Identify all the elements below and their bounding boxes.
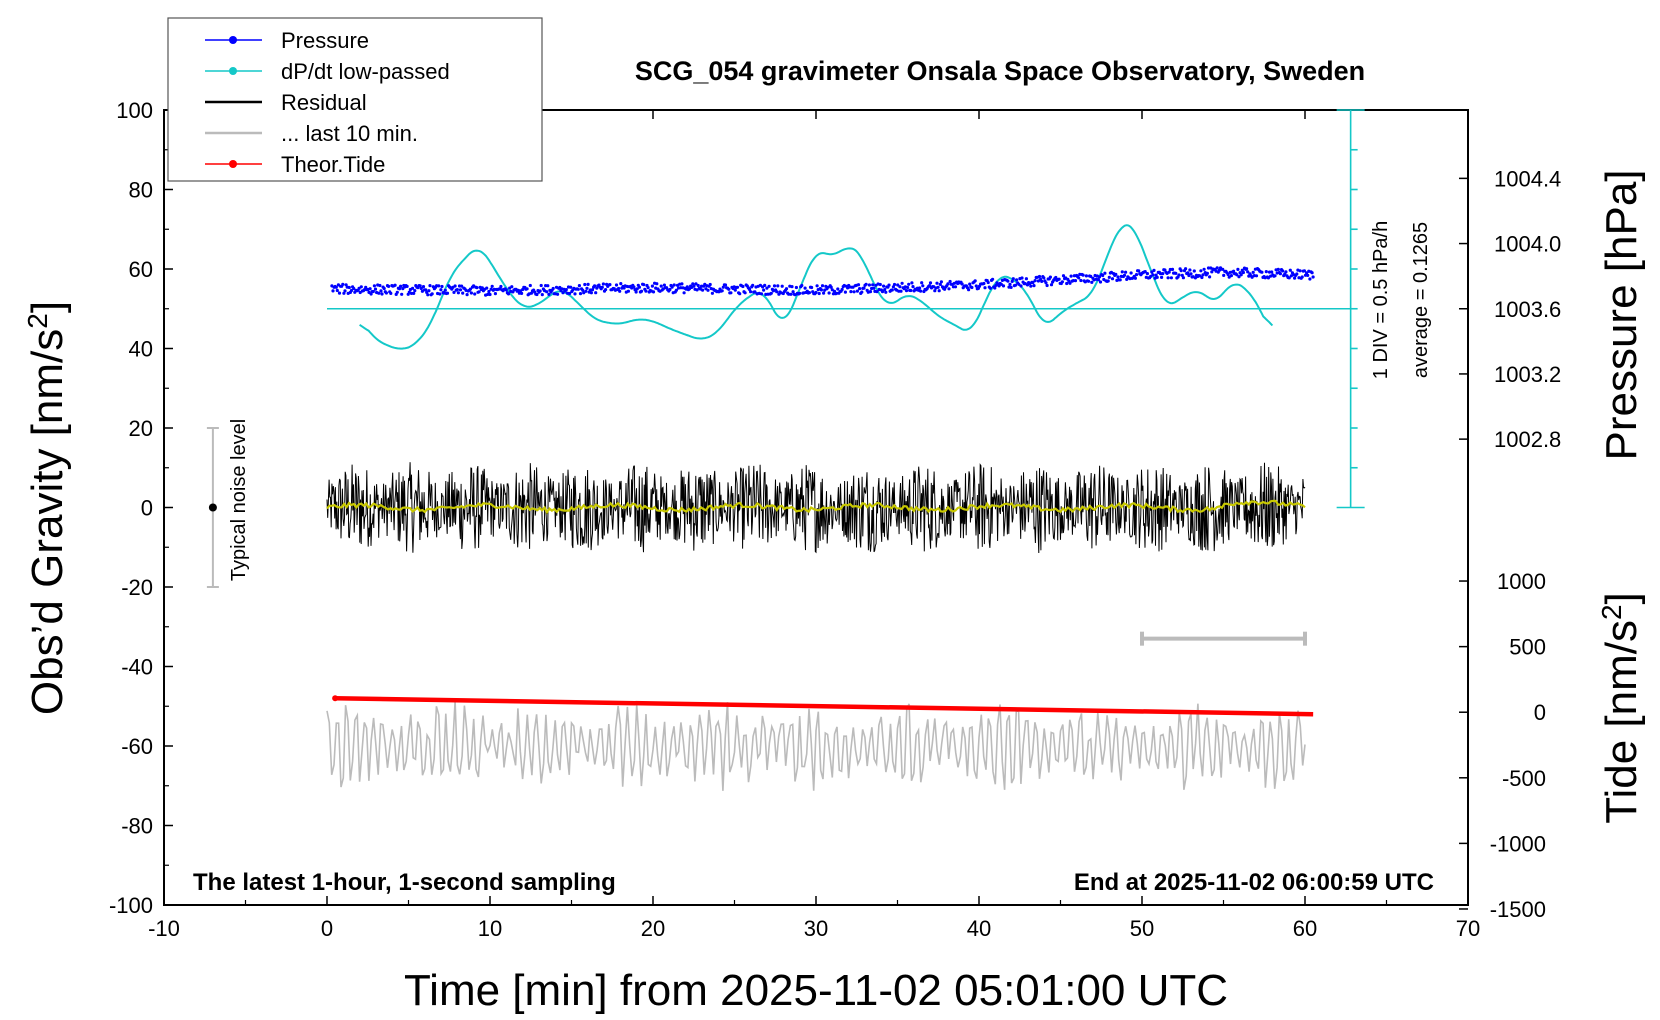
legend-box [167, 17, 543, 182]
tide-tick-label: -1000 [1490, 831, 1546, 856]
decor-layer [206, 109, 1365, 646]
x-tick-label: -10 [148, 916, 180, 941]
tide-tick-label: 1000 [1497, 569, 1546, 594]
tide-tick-label: -500 [1502, 766, 1546, 791]
y-tick-label: -60 [121, 734, 153, 759]
pressure-axis-label: Pressure [hPa] [1597, 169, 1646, 460]
annotation-left: The latest 1-hour, 1-second sampling [193, 869, 616, 896]
dpdt-scale-label: 1 DIV = 0.5 hPa/h [1370, 221, 1392, 379]
x-tick-label: 70 [1456, 916, 1480, 941]
legend-marker [229, 160, 237, 168]
y-tick-label: 80 [129, 178, 153, 203]
y-tick-label: 20 [129, 416, 153, 441]
dpdt-average-label: average = 0.1265 [1410, 222, 1432, 378]
pressure-tick-label: 1003.2 [1494, 362, 1561, 387]
legend-marker [229, 36, 237, 44]
legend: Pressure dP/dt low-passed Residual ... last… [167, 17, 543, 182]
y-tick-label: 0 [141, 496, 153, 521]
legend-label: Pressure [281, 28, 369, 53]
pressure-tick-label: 1004.4 [1494, 166, 1561, 191]
x-tick-label: 60 [1293, 916, 1317, 941]
y-tick-label: -100 [109, 893, 153, 918]
y-tick-label: 60 [129, 257, 153, 282]
x-tick-label: 30 [804, 916, 828, 941]
pressure-tick-label: 1003.6 [1494, 297, 1561, 322]
tide-start-point [332, 695, 339, 702]
x-tick-label: 10 [478, 916, 502, 941]
dpdt-line [359, 224, 1274, 350]
pressure-tick-label: 1002.8 [1494, 427, 1561, 452]
noise-level-label: Typical noise level [228, 419, 250, 581]
legend-items: Pressure dP/dt low-passed Residual ... last… [205, 28, 450, 177]
pressure-tick-label: 1004.0 [1494, 232, 1561, 257]
x-tick-label: 0 [321, 916, 333, 941]
legend-label: ... last 10 min. [281, 121, 418, 146]
y-tick-label: 100 [116, 98, 153, 123]
legend-label: Residual [281, 90, 367, 115]
legend-label: dP/dt low-passed [281, 59, 450, 84]
series-layer [326, 224, 1351, 791]
residual-smoothed-line [326, 499, 1306, 515]
annotation-right: End at 2025-11-02 06:00:59 UTC [1074, 869, 1434, 896]
pressure-points [330, 266, 1315, 297]
y-tick-label: -40 [121, 655, 153, 680]
legend-label: Theor.Tide [281, 152, 385, 177]
x-tick-label: 40 [967, 916, 991, 941]
tide-tick-label: -1500 [1490, 897, 1546, 922]
tide-axis-label: Tide [nm/s2] [1596, 592, 1647, 824]
tide-tick-label: 500 [1509, 635, 1546, 660]
last10-line [326, 700, 1306, 791]
tide-tick-label: 0 [1534, 700, 1546, 725]
noise-bar-center [208, 503, 217, 512]
axes-layer: -10 0 10 20 30 40 50 60 70-100-80-60-40-20020406… [109, 98, 1561, 941]
tide-line [335, 696, 1314, 717]
y-tick-label: 40 [129, 337, 153, 362]
x-tick-label: 50 [1130, 916, 1154, 941]
legend-marker [229, 67, 237, 75]
y-tick-label: -80 [121, 814, 153, 839]
y-axis-label: Obs’d Gravity [nm/s2] [22, 301, 73, 715]
x-tick-label: 20 [641, 916, 665, 941]
chart-title: SCG_054 gravimeter Onsala Space Observat… [635, 56, 1365, 86]
y-tick-label: -20 [121, 575, 153, 600]
x-axis-label: Time [min] from 2025-11-02 05:01:00 UTC [404, 966, 1228, 1015]
residual-line [326, 462, 1306, 554]
